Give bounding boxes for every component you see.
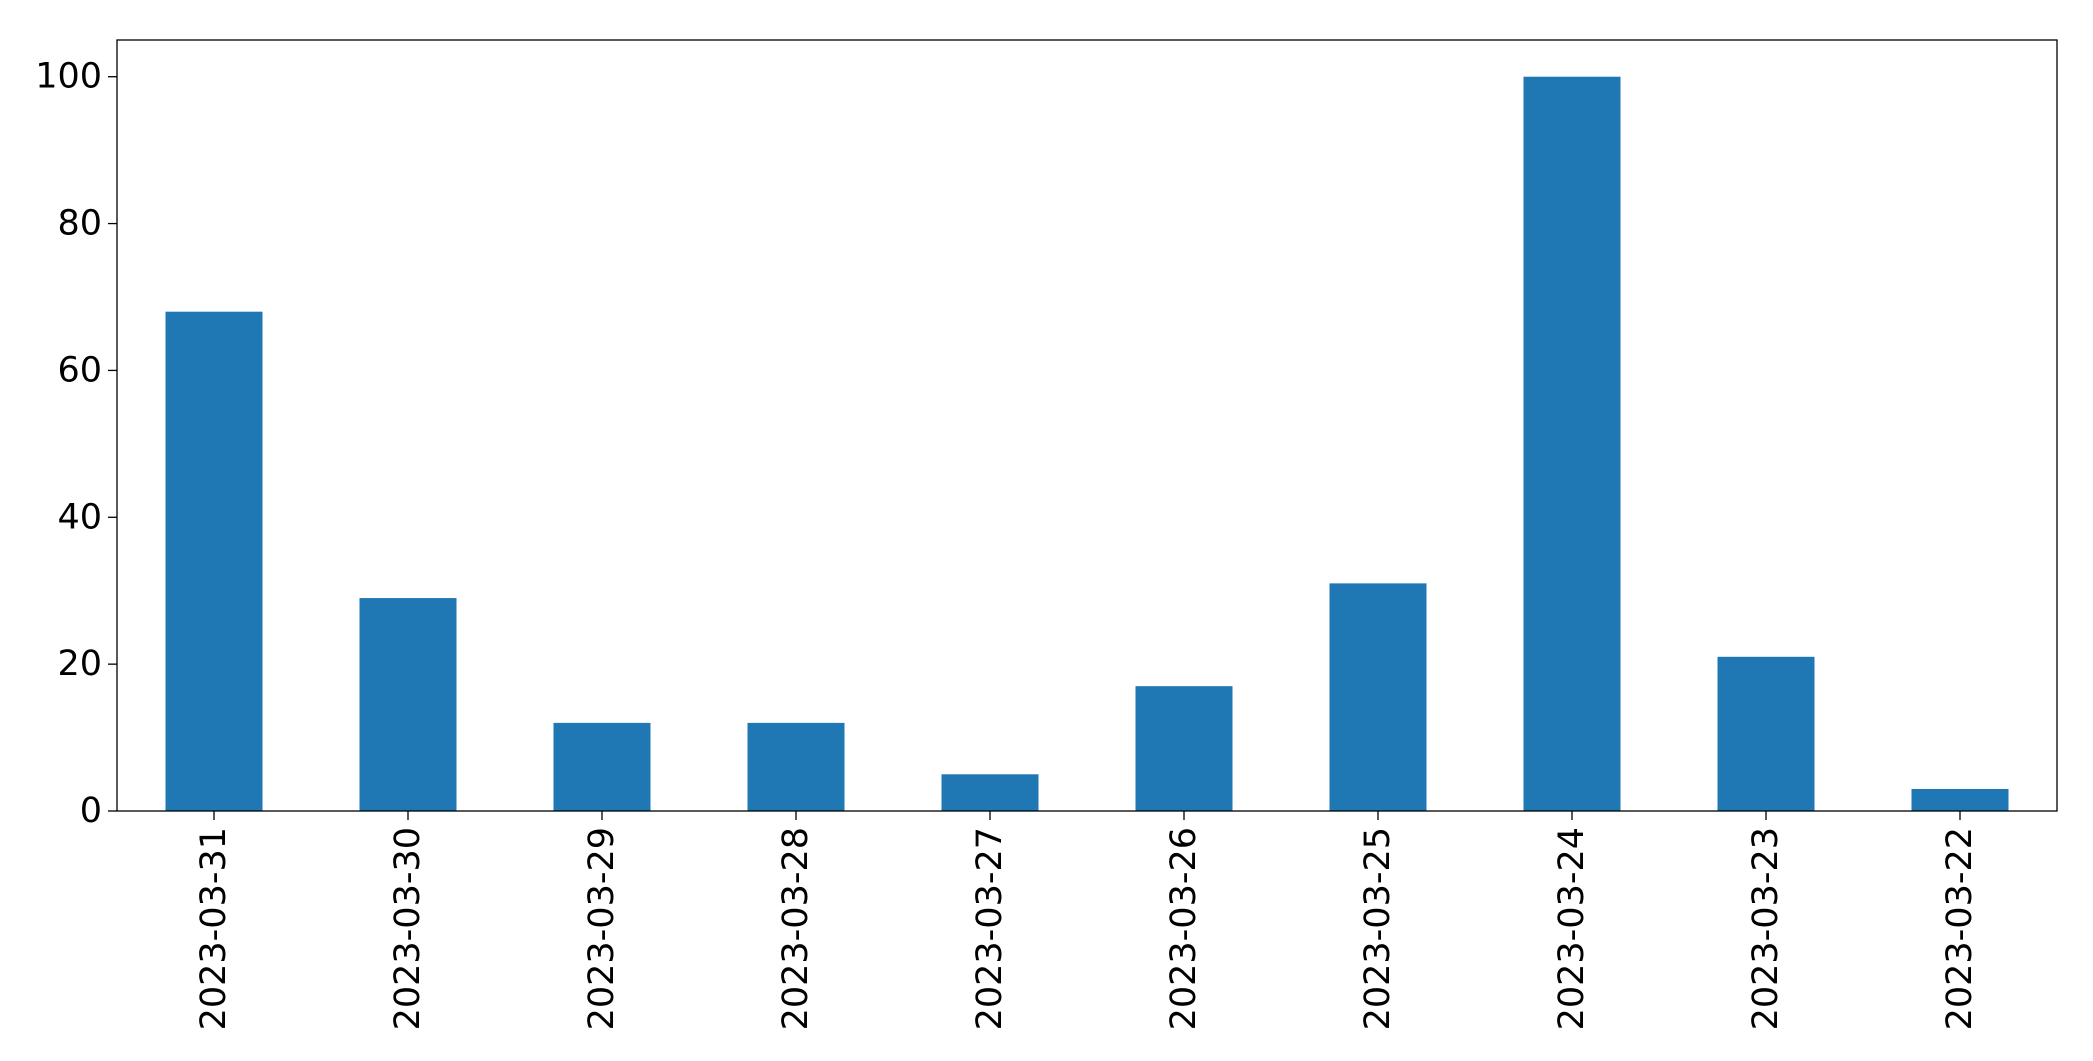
x-tick-label: 2023-03-29: [582, 827, 622, 1030]
x-tick-label: 2023-03-28: [776, 827, 816, 1030]
bar-2023-03-30: [359, 598, 457, 811]
x-tick-label: 2023-03-26: [1164, 827, 1204, 1030]
bar-2023-03-31: [165, 311, 263, 811]
plot-frame: [116, 39, 2058, 812]
bars-layer: [165, 76, 2009, 811]
x-tick-label: 2023-03-31: [194, 827, 234, 1030]
y-tick-label: 20: [57, 644, 102, 684]
bar-2023-03-29: [553, 722, 651, 811]
bar-2023-03-22: [1911, 788, 2009, 811]
x-tick-label: 2023-03-27: [970, 827, 1010, 1030]
x-tick-label: 2023-03-24: [1552, 827, 1592, 1030]
y-tick-label: 60: [57, 350, 102, 390]
bar-2023-03-28: [747, 722, 845, 811]
bar-2023-03-25: [1329, 583, 1427, 811]
axes-layer: [116, 39, 2058, 812]
y-ticks-layer: 0 20 40 60 80 100: [35, 57, 117, 831]
y-tick-label: 40: [57, 497, 102, 537]
y-tick-label: 80: [57, 204, 102, 244]
bar-2023-03-27: [941, 774, 1039, 811]
x-ticks-layer: 2023-03-31 2023-03-30 2023-03-29 2023-03-28…: [194, 811, 1980, 1030]
x-tick-label: 2023-03-25: [1358, 827, 1398, 1030]
bar-2023-03-26: [1135, 686, 1233, 811]
y-tick-label: 0: [80, 791, 102, 831]
y-tick-label: 100: [35, 57, 102, 97]
x-tick-label: 2023-03-23: [1746, 827, 1786, 1030]
bar-2023-03-24: [1523, 76, 1621, 811]
bar-2023-03-23: [1717, 656, 1815, 811]
x-tick-label: 2023-03-22: [1940, 827, 1980, 1030]
x-tick-label: 2023-03-30: [388, 827, 428, 1030]
